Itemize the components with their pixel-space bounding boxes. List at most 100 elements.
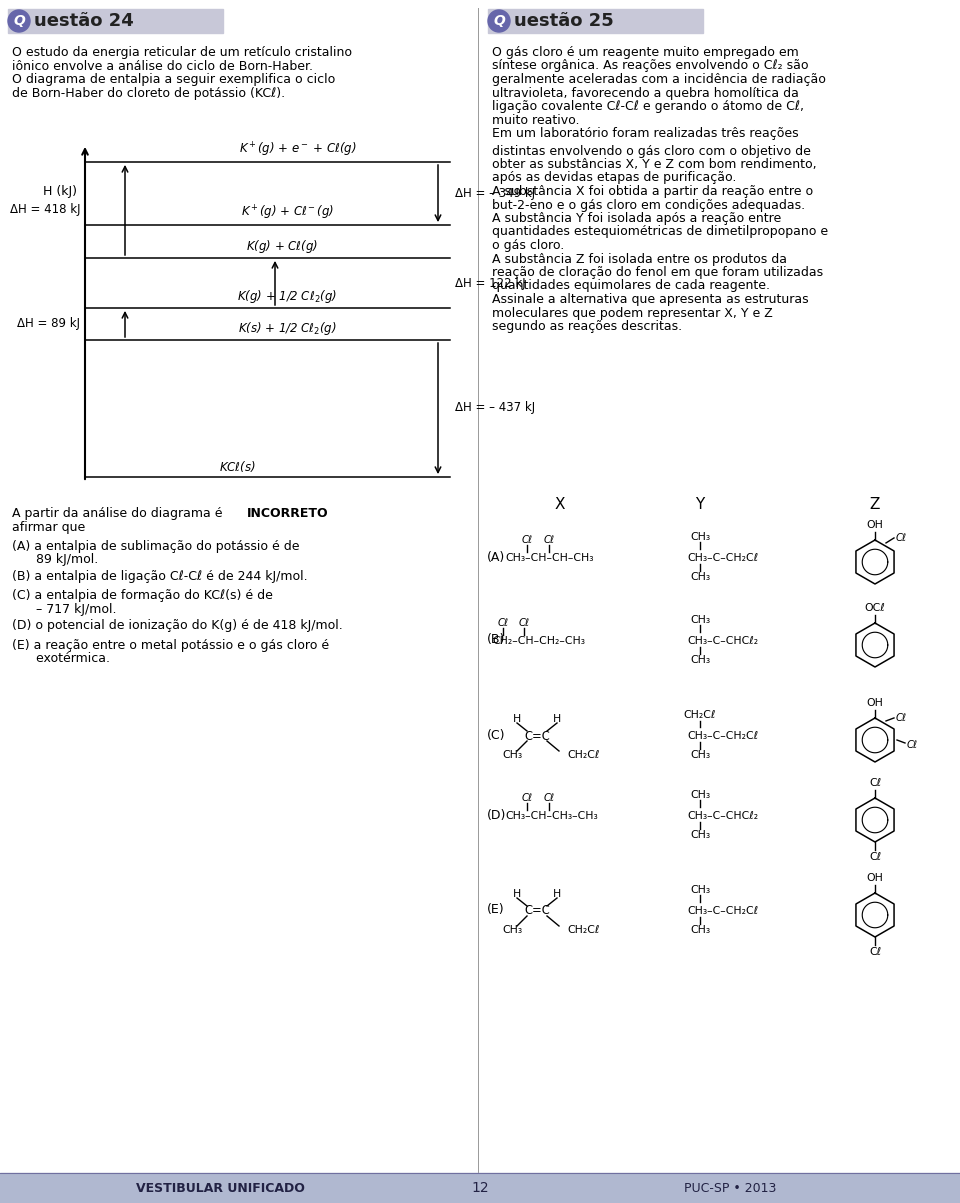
Text: quantidades equimolares de cada reagente.: quantidades equimolares de cada reagente… — [492, 279, 770, 292]
Text: Z: Z — [870, 497, 880, 512]
Text: 89 kJ/mol.: 89 kJ/mol. — [12, 553, 98, 567]
Text: (A): (A) — [487, 551, 505, 563]
Text: but-2-eno e o gás cloro em condições adequadas.: but-2-eno e o gás cloro em condições ade… — [492, 198, 805, 212]
Text: (B) a entalpia de ligação Cℓ-Cℓ é de 244 kJ/mol.: (B) a entalpia de ligação Cℓ-Cℓ é de 244… — [12, 570, 307, 583]
Text: Cℓ: Cℓ — [497, 618, 509, 628]
Text: ΔH = – 349 kJ: ΔH = – 349 kJ — [455, 186, 535, 200]
Text: CH₃–C–CH₂Cℓ: CH₃–C–CH₂Cℓ — [687, 906, 758, 915]
Text: O gás cloro é um reagente muito empregado em: O gás cloro é um reagente muito empregad… — [492, 46, 799, 59]
Text: muito reativo.: muito reativo. — [492, 113, 580, 126]
Text: exotérmica.: exotérmica. — [12, 652, 110, 665]
Text: CH₃: CH₃ — [690, 790, 710, 800]
Text: (C) a entalpia de formação do KCℓ(s) é de: (C) a entalpia de formação do KCℓ(s) é d… — [12, 589, 273, 603]
Text: INCORRETO: INCORRETO — [247, 506, 328, 520]
Text: H: H — [553, 889, 562, 899]
Text: distintas envolvendo o gás cloro com o objetivo de: distintas envolvendo o gás cloro com o o… — [492, 144, 811, 158]
Text: síntese orgânica. As reações envolvendo o Cℓ₂ são: síntese orgânica. As reações envolvendo … — [492, 59, 808, 72]
Text: CH₂Cℓ: CH₂Cℓ — [567, 925, 599, 935]
Text: reação de cloração do fenol em que foram utilizadas: reação de cloração do fenol em que foram… — [492, 266, 823, 279]
Text: (D) o potencial de ionização do K(g) é de 418 kJ/mol.: (D) o potencial de ionização do K(g) é d… — [12, 620, 343, 633]
Text: X: X — [555, 497, 565, 512]
Text: o gás cloro.: o gás cloro. — [492, 239, 564, 251]
Bar — [0, 1173, 960, 1203]
Text: ΔH = 89 kJ: ΔH = 89 kJ — [17, 318, 80, 331]
Text: Em um laboratório foram realizadas três reações: Em um laboratório foram realizadas três … — [492, 128, 799, 140]
Text: afirmar que: afirmar que — [12, 521, 85, 533]
Text: CH₃: CH₃ — [690, 615, 710, 626]
Text: obter as substâncias X, Y e Z com bom rendimento,: obter as substâncias X, Y e Z com bom re… — [492, 158, 817, 171]
Text: OH: OH — [867, 520, 883, 531]
Text: (C): (C) — [487, 729, 506, 741]
Text: CH₃: CH₃ — [502, 749, 522, 760]
Text: Cℓ: Cℓ — [521, 793, 533, 802]
Text: Q: Q — [13, 14, 25, 28]
Text: Cℓ: Cℓ — [869, 778, 881, 788]
Text: ΔH = 418 kJ: ΔH = 418 kJ — [10, 203, 80, 217]
Text: (B): (B) — [487, 634, 505, 646]
Text: A substância Y foi isolada após a reação entre: A substância Y foi isolada após a reação… — [492, 212, 781, 225]
Text: CH₃: CH₃ — [690, 885, 710, 895]
Text: após as devidas etapas de purificação.: após as devidas etapas de purificação. — [492, 172, 736, 184]
Text: CH₃: CH₃ — [690, 830, 710, 840]
Text: Cℓ: Cℓ — [543, 793, 555, 802]
Text: Cℓ: Cℓ — [896, 533, 907, 543]
Text: Cℓ: Cℓ — [869, 947, 881, 958]
Text: H (kJ): H (kJ) — [43, 185, 77, 198]
Text: CH₃–C–CH₂Cℓ: CH₃–C–CH₂Cℓ — [687, 553, 758, 563]
Text: (E): (E) — [487, 903, 505, 917]
Text: Cℓ: Cℓ — [907, 740, 918, 749]
Bar — [488, 8, 703, 32]
Text: A substância X foi obtida a partir da reação entre o: A substância X foi obtida a partir da re… — [492, 185, 813, 198]
Text: K(g) + 1/2 C$\ell$$_2$(g): K(g) + 1/2 C$\ell$$_2$(g) — [237, 288, 338, 306]
Text: Cℓ: Cℓ — [543, 535, 555, 545]
Text: (E) a reação entre o metal potássio e o gás cloro é: (E) a reação entre o metal potássio e o … — [12, 639, 329, 652]
Text: OH: OH — [867, 873, 883, 883]
Text: O diagrama de entalpia a seguir exemplifica o ciclo: O diagrama de entalpia a seguir exemplif… — [12, 73, 335, 85]
Text: K(g) + C$\ell$(g): K(g) + C$\ell$(g) — [247, 238, 319, 255]
Text: H: H — [553, 715, 562, 724]
Text: 12: 12 — [471, 1181, 489, 1195]
Text: CH₃–C–CHCℓ₂: CH₃–C–CHCℓ₂ — [687, 811, 758, 820]
Text: Cℓ: Cℓ — [869, 852, 881, 863]
Text: ultravioleta, favorecendo a quebra homolítica da: ultravioleta, favorecendo a quebra homol… — [492, 87, 799, 100]
Text: CH₂–CH–CH₂–CH₃: CH₂–CH–CH₂–CH₃ — [492, 636, 585, 646]
Text: – 717 kJ/mol.: – 717 kJ/mol. — [12, 603, 116, 616]
Text: CH₃–C–CHCℓ₂: CH₃–C–CHCℓ₂ — [687, 636, 758, 646]
Text: CH₃–CH–CH₃–CH₃: CH₃–CH–CH₃–CH₃ — [505, 811, 598, 820]
Text: Y: Y — [695, 497, 705, 512]
Text: Cℓ: Cℓ — [521, 535, 533, 545]
Text: geralmente aceleradas com a incidência de radiação: geralmente aceleradas com a incidência d… — [492, 73, 826, 85]
Text: Q: Q — [493, 14, 505, 28]
Text: Cℓ: Cℓ — [896, 713, 907, 723]
Text: K$^+$(g) + C$\ell$$^-$(g): K$^+$(g) + C$\ell$$^-$(g) — [241, 203, 334, 223]
Text: moleculares que podem representar X, Y e Z: moleculares que podem representar X, Y e… — [492, 307, 773, 320]
Text: OCℓ: OCℓ — [865, 603, 885, 614]
Circle shape — [488, 10, 510, 32]
Text: (A) a entalpia de sublimação do potássio é de: (A) a entalpia de sublimação do potássio… — [12, 540, 300, 553]
Text: CH₂Cℓ: CH₂Cℓ — [684, 710, 716, 721]
Text: uestão 25: uestão 25 — [514, 12, 613, 30]
Text: VESTIBULAR UNIFICADO: VESTIBULAR UNIFICADO — [135, 1181, 304, 1195]
Text: CH₂Cℓ: CH₂Cℓ — [567, 749, 599, 760]
Text: ΔH = 122 kJ: ΔH = 122 kJ — [455, 277, 526, 290]
Text: (D): (D) — [487, 808, 506, 822]
Text: CH₃: CH₃ — [690, 925, 710, 935]
Text: de Born-Haber do cloreto de potássio (KCℓ).: de Born-Haber do cloreto de potássio (KC… — [12, 87, 285, 100]
Text: Cℓ: Cℓ — [518, 618, 530, 628]
Text: KC$\ell$(s): KC$\ell$(s) — [219, 460, 256, 474]
Text: quantidades estequiométricas de dimetilpropopano e: quantidades estequiométricas de dimetilp… — [492, 225, 828, 238]
Circle shape — [8, 10, 30, 32]
Text: H: H — [513, 715, 521, 724]
Text: K$^+$(g) + e$^-$ + C$\ell$(g): K$^+$(g) + e$^-$ + C$\ell$(g) — [239, 141, 356, 159]
Text: Assinale a alternativa que apresenta as estruturas: Assinale a alternativa que apresenta as … — [492, 294, 808, 306]
Text: CH₃: CH₃ — [690, 749, 710, 760]
Text: C=C: C=C — [524, 729, 550, 742]
Text: uestão 24: uestão 24 — [34, 12, 133, 30]
Text: CH₃–C–CH₂Cℓ: CH₃–C–CH₂Cℓ — [687, 731, 758, 741]
Bar — [8, 8, 223, 32]
Text: A partir da análise do diagrama é: A partir da análise do diagrama é — [12, 506, 227, 520]
Text: CH₃: CH₃ — [502, 925, 522, 935]
Text: CH₃–CH–CH–CH₃: CH₃–CH–CH–CH₃ — [505, 553, 593, 563]
Text: H: H — [513, 889, 521, 899]
Text: segundo as reações descritas.: segundo as reações descritas. — [492, 320, 683, 333]
